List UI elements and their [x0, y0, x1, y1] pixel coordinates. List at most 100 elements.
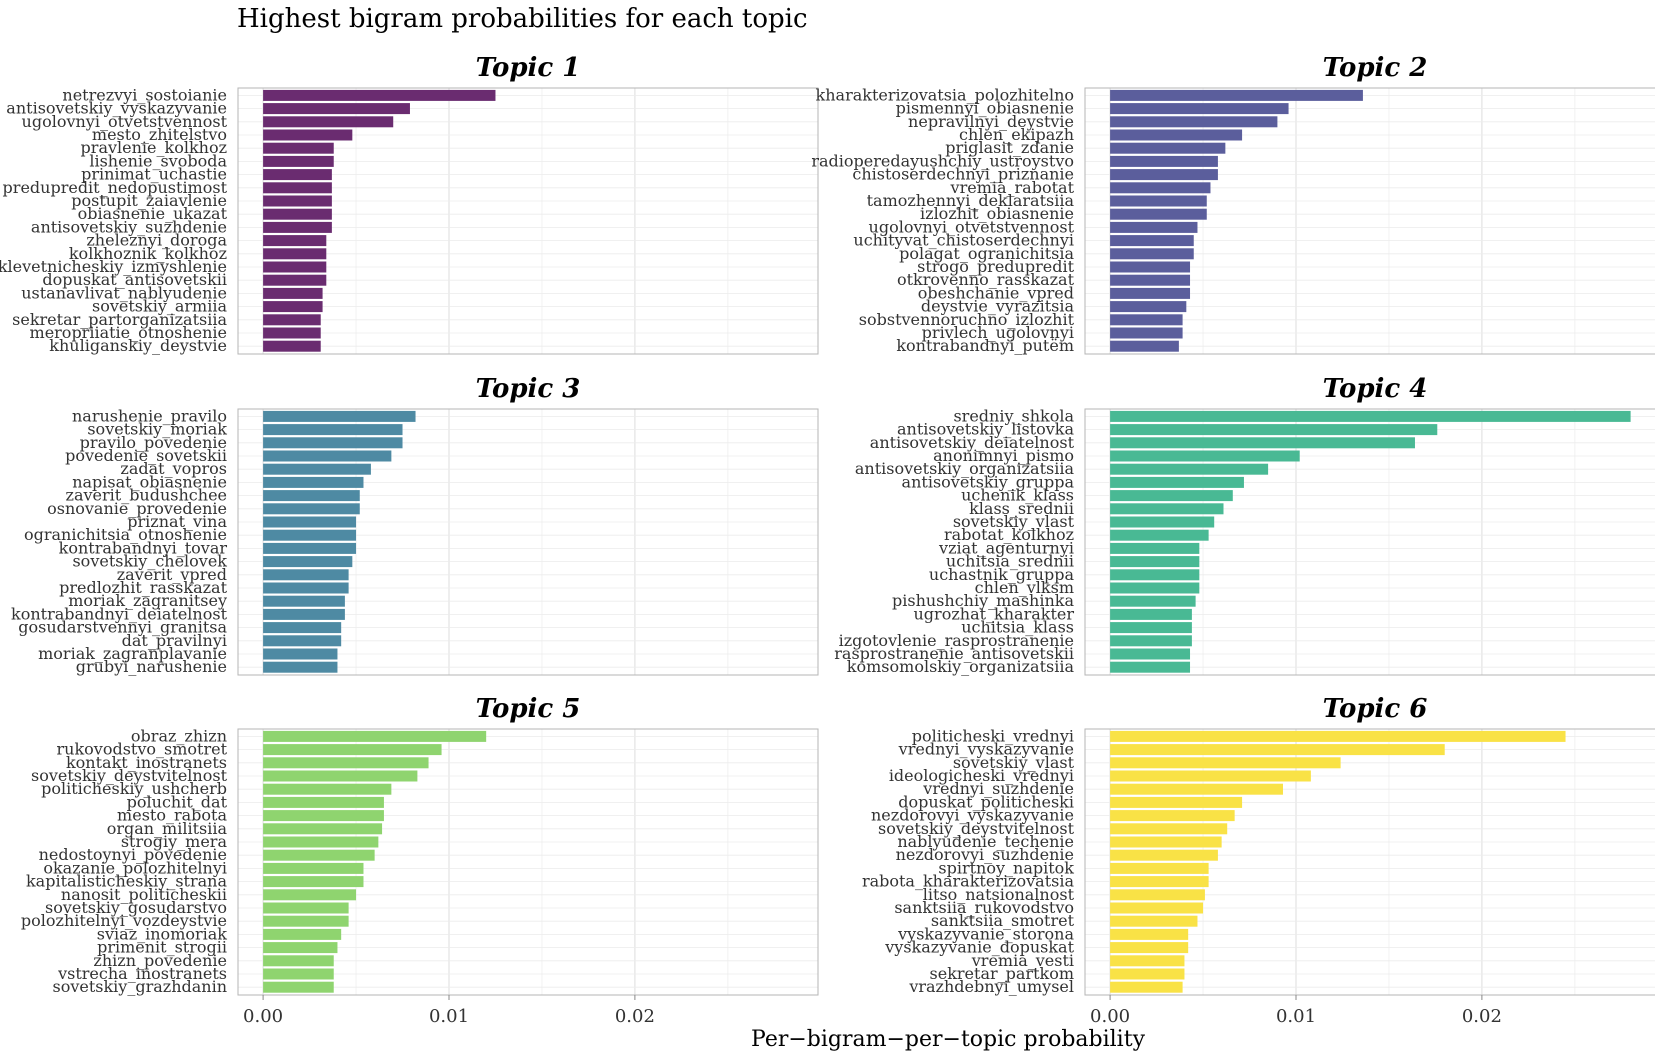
- bar: [263, 836, 379, 848]
- category-label: zheleznyi_doroga: [86, 231, 227, 250]
- bar: [1110, 182, 1211, 194]
- category-label: sovetskiy_grazhdanin: [52, 977, 227, 996]
- category-label: kontakt_inostranets: [66, 753, 227, 772]
- bar: [263, 569, 349, 581]
- category-label: khuliganskiy_deystvie: [49, 336, 227, 355]
- category-label: kontrabandnyi_tovar: [59, 538, 228, 557]
- bar: [263, 116, 394, 128]
- bar: [263, 327, 321, 339]
- bar: [263, 274, 327, 286]
- category-label: moriak_zagranitsey: [68, 591, 227, 610]
- category-label: antisovetskiy_suzhdenie: [31, 217, 227, 236]
- panel-border: [1084, 87, 1655, 355]
- bar: [1110, 155, 1218, 167]
- category-label: uchitsia_srednii: [946, 552, 1074, 571]
- bar: [263, 876, 364, 888]
- category-label: obeshchanie_vpred: [918, 283, 1074, 302]
- category-label: anonimnyi_pismo: [933, 446, 1074, 465]
- category-label: pravilo_povedenie: [80, 433, 227, 452]
- bar: [263, 849, 375, 861]
- bar: [1110, 89, 1363, 101]
- bar: [263, 862, 364, 874]
- bar: [263, 516, 357, 528]
- category-label: predlozhit_rasskazat: [59, 578, 227, 597]
- category-label: zaverit_budushchee: [66, 486, 227, 505]
- bar: [263, 340, 321, 352]
- bar: [1110, 327, 1183, 339]
- category-label: litso_natsionalnost: [923, 885, 1075, 904]
- category-label: zadat_vopros: [120, 459, 227, 478]
- bar: [263, 182, 332, 194]
- bar: [1110, 889, 1205, 901]
- x-tick-label: 0.00: [1090, 1006, 1130, 1027]
- category-label: antisovetskiy_deiatelnost: [870, 433, 1075, 452]
- facet-title: Topic 2: [1323, 53, 1428, 83]
- bar: [1110, 823, 1228, 835]
- category-label: ugolovnyi_otvetstvennost: [869, 217, 1075, 236]
- bar: [1110, 542, 1200, 554]
- bar: [263, 195, 332, 207]
- bar: [1110, 490, 1233, 502]
- category-label: prinimat_uchastie: [81, 165, 227, 184]
- bar: [263, 463, 371, 475]
- bar: [263, 635, 342, 647]
- category-label: mesto_zhitelstvo: [92, 125, 227, 144]
- bar: [1110, 261, 1191, 273]
- bar: [263, 503, 360, 515]
- bar: [1110, 103, 1289, 115]
- bar: [263, 902, 349, 914]
- category-label: rukovodstvo_smotret: [57, 740, 228, 759]
- category-label: uchenik_klass: [961, 486, 1074, 505]
- bar: [1110, 129, 1243, 141]
- category-label: sovetskiy_vlast: [953, 753, 1075, 772]
- category-label: nablyudenie_techenie: [897, 832, 1074, 851]
- category-label: kolkhoznik_kolkhoz: [69, 244, 227, 263]
- bar: [263, 248, 327, 260]
- category-label: vrednyi_suzhdenie: [922, 779, 1074, 798]
- bar: [1110, 635, 1192, 647]
- category-label: predupredit_nedopustimost: [3, 178, 228, 197]
- x-tick-label: 0.00: [243, 1006, 283, 1027]
- bar: [263, 142, 334, 154]
- category-label: sovetskiy_chelovek: [72, 552, 227, 571]
- bar: [1110, 757, 1341, 769]
- bar: [263, 661, 338, 673]
- bar: [263, 757, 429, 769]
- chart-title: Highest bigram probabilities for each to…: [237, 4, 808, 34]
- bar: [263, 529, 357, 541]
- category-label: netrezvyi_sostoianie: [62, 85, 227, 104]
- category-label: sanktsiia_smotret: [931, 911, 1075, 930]
- bar: [1110, 221, 1198, 233]
- bar: [1110, 595, 1196, 607]
- category-label: meropriiatie_otnoshenie: [30, 323, 227, 342]
- category-label: vrednyi_vyskazyvanie: [898, 740, 1074, 759]
- bar: [1110, 437, 1415, 449]
- category-label: radioperedayushchiy_ustroystvo: [811, 151, 1074, 170]
- category-label: polagat_ogranichitsia: [899, 244, 1074, 263]
- category-label: uchastnik_gruppa: [929, 565, 1075, 584]
- panel-border: [237, 728, 819, 996]
- bar: [263, 730, 487, 742]
- bar: [1110, 476, 1244, 488]
- category-label: kharakterizovatsia_polozhitelno: [816, 85, 1074, 104]
- category-label: vstrecha_inostranets: [57, 964, 227, 983]
- bar: [1110, 783, 1283, 795]
- category-label: nezdorovyi_suzhdenie: [896, 845, 1074, 864]
- bar: [1110, 450, 1300, 462]
- category-label: politicheskiy_ushcherb: [41, 779, 227, 798]
- bar: [263, 89, 496, 101]
- bar: [1110, 142, 1226, 154]
- category-label: organ_militsiia: [107, 819, 228, 838]
- category-label: primenit_strogii: [97, 938, 227, 957]
- x-tick-label: 0.02: [615, 1006, 655, 1027]
- category-label: moriak_zagranplavanie: [38, 644, 227, 663]
- category-label: sovetskiy_deystvitelnost: [878, 819, 1075, 838]
- bar: [1110, 836, 1222, 848]
- bar: [1110, 862, 1209, 874]
- bar: [263, 928, 342, 940]
- bar: [263, 450, 392, 462]
- category-label: rabotat_kolkhoz: [944, 525, 1074, 544]
- bar: [1110, 981, 1183, 993]
- category-label: kapitalisticheskiy_strana: [26, 872, 227, 891]
- bar: [1110, 529, 1209, 541]
